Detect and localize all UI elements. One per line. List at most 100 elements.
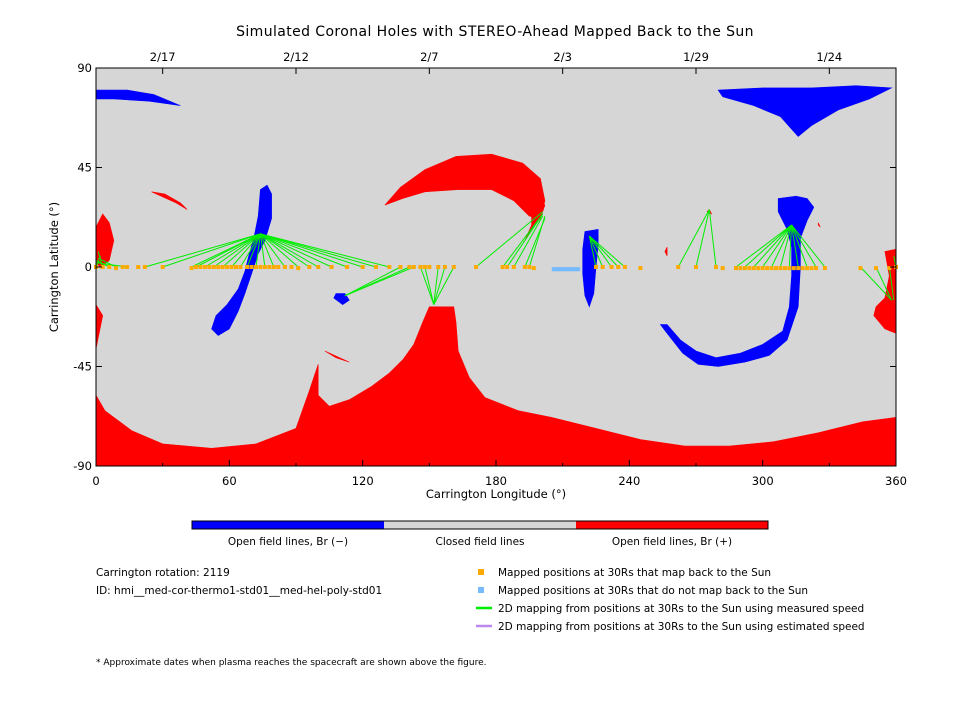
mapped-point	[198, 265, 203, 269]
y-tick-label: 45	[77, 161, 92, 175]
mapped-point	[258, 265, 263, 269]
measured-mapping-line	[788, 224, 793, 268]
mapped-point	[638, 266, 643, 271]
plot-area	[94, 67, 898, 467]
mapped-point	[345, 265, 350, 269]
top-date-label: 2/12	[283, 50, 309, 64]
unmapped-point	[571, 267, 576, 272]
mapped-point	[202, 265, 207, 269]
mapped-point	[751, 266, 756, 271]
mapped-point	[858, 266, 863, 271]
measured-mapping-line	[424, 266, 435, 305]
mapped-point	[238, 265, 243, 269]
mapped-point	[531, 266, 536, 271]
unmapped-point	[560, 267, 565, 272]
measured-mapping-line	[771, 224, 793, 268]
legend: Mapped positions at 30Rs that map back t…	[476, 567, 865, 633]
mapped-point	[805, 266, 810, 271]
mapped-point	[676, 265, 681, 269]
mapped-point	[622, 265, 627, 269]
top-date-label: 1/29	[683, 50, 709, 64]
mapped-point	[207, 265, 212, 269]
measured-mapping-line	[259, 233, 266, 268]
open-negative-region	[717, 85, 893, 137]
mapped-point	[505, 265, 510, 269]
measured-mapping-line	[791, 224, 826, 268]
x-axis-label: Carrington Longitude (°)	[426, 487, 566, 501]
mapped-point	[307, 265, 312, 269]
run-info: Carrington rotation: 2119 ID: hmi__med-c…	[96, 567, 382, 597]
measured-mapping-line	[255, 233, 261, 268]
measured-mapping-line	[204, 233, 261, 268]
unmapped-point	[569, 267, 574, 272]
unmapped-point	[562, 267, 567, 272]
colorbar-open-positive	[576, 521, 768, 529]
mapped-point	[742, 266, 747, 271]
x-tick-label: 60	[222, 474, 237, 488]
measured-mapping-line	[222, 233, 261, 268]
measured-mapping-line	[246, 233, 261, 268]
mapped-point	[778, 266, 783, 271]
measured-mapping-line	[695, 209, 710, 268]
measured-mapping-line	[677, 209, 710, 268]
measured-mapping-line	[528, 215, 546, 268]
mapped-point	[107, 265, 112, 269]
measured-mapping-line	[589, 235, 626, 268]
open-positive-region	[664, 246, 668, 257]
mapped-point	[136, 265, 141, 269]
y-tick-label: -45	[73, 360, 92, 374]
measured-mapping-line	[260, 233, 310, 268]
x-tick-label: 0	[92, 474, 99, 488]
mapped-point	[787, 266, 792, 271]
mapped-point	[216, 265, 221, 269]
mapped-point	[600, 265, 605, 269]
mapped-point	[594, 265, 598, 269]
mapped-point	[616, 265, 621, 269]
open-positive-region	[151, 191, 188, 210]
open-positive-region	[817, 222, 821, 228]
mapped-point	[474, 265, 478, 269]
measured-mapping-line	[588, 235, 619, 268]
unmapped-point	[556, 267, 561, 272]
unmapped-point	[567, 267, 572, 272]
top-date-label: 2/17	[150, 50, 176, 64]
colorbar-closed	[384, 521, 576, 529]
measured-mapping-line	[260, 233, 332, 268]
mapped-point	[194, 265, 198, 269]
measured-mapping-line	[475, 211, 543, 268]
measured-mapping-line	[213, 233, 261, 268]
mapped-point	[220, 265, 225, 269]
mapped-point	[125, 265, 130, 269]
unmapped-point	[574, 267, 578, 272]
colorbar-open-negative	[192, 521, 384, 529]
measured-mapping-line	[588, 235, 612, 268]
measured-mapping-line	[888, 266, 895, 301]
mapped-point	[276, 265, 281, 269]
mapped-point	[422, 265, 427, 269]
mapped-point	[267, 265, 272, 269]
mapped-point	[451, 265, 456, 269]
open-negative-region	[211, 184, 272, 336]
legend-label-not-mapped: Mapped positions at 30Rs that do not map…	[498, 585, 808, 597]
measured-mapping-line	[344, 266, 414, 297]
mapped-point	[234, 265, 238, 269]
measured-mapping-line	[260, 233, 390, 268]
mapped-point	[262, 265, 267, 269]
x-tick-label: 240	[618, 474, 640, 488]
y-tick-label: 90	[77, 61, 92, 75]
measured-mapping-line	[753, 224, 792, 268]
measured-mapping-line	[708, 209, 717, 268]
legend-label-mapped: Mapped positions at 30Rs that map back t…	[498, 567, 771, 579]
axes: 0 60 120 180 240 300 360 90 45 0 -45 -90 2/17 2/12 2/7…	[73, 50, 907, 488]
mapped-point	[398, 265, 403, 269]
mapped-point	[814, 266, 818, 271]
measured-mapping-line	[162, 233, 261, 268]
mapped-point	[738, 266, 743, 271]
mapped-point	[609, 265, 614, 269]
mapped-point	[527, 265, 532, 269]
mapped-point	[769, 266, 774, 271]
mapped-point	[774, 266, 778, 271]
mapped-point	[254, 265, 258, 269]
mapped-point	[720, 266, 725, 271]
open-negative-region	[95, 89, 181, 106]
